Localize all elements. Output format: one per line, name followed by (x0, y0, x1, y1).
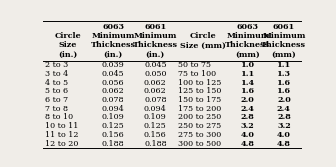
Text: 10 to 11: 10 to 11 (45, 122, 79, 130)
Text: 3.2: 3.2 (241, 122, 255, 130)
Text: 0.045: 0.045 (144, 61, 167, 69)
Text: 1.6: 1.6 (277, 79, 291, 87)
Text: (in.): (in.) (58, 51, 77, 59)
Text: 2.4: 2.4 (277, 105, 291, 113)
Text: 0.045: 0.045 (102, 70, 124, 78)
Text: 2 to 3: 2 to 3 (45, 61, 68, 69)
Text: (in.): (in.) (146, 51, 165, 59)
Text: Minimum: Minimum (134, 32, 177, 40)
Text: 250 to 275: 250 to 275 (178, 122, 221, 130)
Text: Thickness: Thickness (90, 41, 135, 49)
Text: Thickness: Thickness (133, 41, 178, 49)
Text: 3 to 4: 3 to 4 (45, 70, 68, 78)
Text: 11 to 12: 11 to 12 (45, 131, 79, 139)
Text: 0.078: 0.078 (102, 96, 124, 104)
Text: 200 to 250: 200 to 250 (178, 113, 221, 121)
Text: 4 to 5: 4 to 5 (45, 79, 68, 87)
Text: 75 to 100: 75 to 100 (178, 70, 216, 78)
Text: 0.062: 0.062 (144, 79, 167, 87)
Text: 0.062: 0.062 (144, 87, 167, 95)
Text: 300 to 500: 300 to 500 (178, 140, 221, 148)
Text: 50 to 75: 50 to 75 (178, 61, 211, 69)
Text: 0.094: 0.094 (102, 105, 124, 113)
Text: 1.1: 1.1 (277, 61, 291, 69)
Text: Size (mm): Size (mm) (180, 41, 226, 49)
Text: 4.8: 4.8 (241, 140, 255, 148)
Text: (in.): (in.) (103, 51, 123, 59)
Text: Circle: Circle (190, 32, 216, 40)
Text: 6061: 6061 (273, 23, 295, 31)
Text: 0.094: 0.094 (144, 105, 167, 113)
Text: 4.0: 4.0 (241, 131, 255, 139)
Text: 2.0: 2.0 (277, 96, 291, 104)
Text: 0.062: 0.062 (102, 87, 124, 95)
Text: 0.078: 0.078 (144, 96, 167, 104)
Text: 175 to 200: 175 to 200 (178, 105, 221, 113)
Text: 8 to 10: 8 to 10 (45, 113, 73, 121)
Text: 12 to 20: 12 to 20 (45, 140, 79, 148)
Text: 275 to 300: 275 to 300 (178, 131, 221, 139)
Text: 2.4: 2.4 (241, 105, 255, 113)
Text: 4.8: 4.8 (277, 140, 291, 148)
Text: Circle: Circle (54, 32, 81, 40)
Text: 6 to 7: 6 to 7 (45, 96, 68, 104)
Text: 0.050: 0.050 (144, 70, 167, 78)
Text: 100 to 125: 100 to 125 (178, 79, 222, 87)
Text: Thickness: Thickness (225, 41, 270, 49)
Text: 0.109: 0.109 (102, 113, 124, 121)
Text: 0.056: 0.056 (102, 79, 124, 87)
Text: 3.2: 3.2 (277, 122, 291, 130)
Text: 1.0: 1.0 (241, 61, 255, 69)
Text: 1.6: 1.6 (241, 87, 255, 95)
Text: Thickness: Thickness (261, 41, 306, 49)
Text: 4.0: 4.0 (277, 131, 291, 139)
Text: 2.0: 2.0 (241, 96, 255, 104)
Text: 5 to 6: 5 to 6 (45, 87, 68, 95)
Text: 2.8: 2.8 (277, 113, 291, 121)
Text: 0.188: 0.188 (144, 140, 167, 148)
Text: 1.3: 1.3 (277, 70, 291, 78)
Text: 0.188: 0.188 (102, 140, 124, 148)
Text: 125 to 150: 125 to 150 (178, 87, 222, 95)
Text: 2.8: 2.8 (241, 113, 255, 121)
Text: 0.125: 0.125 (102, 122, 124, 130)
Text: 0.156: 0.156 (144, 131, 167, 139)
Text: 0.039: 0.039 (102, 61, 124, 69)
Text: 0.156: 0.156 (102, 131, 124, 139)
Text: Size: Size (58, 41, 77, 49)
Text: 6063: 6063 (102, 23, 124, 31)
Text: Minimum: Minimum (262, 32, 305, 40)
Text: 7 to 8: 7 to 8 (45, 105, 68, 113)
Text: 0.109: 0.109 (144, 113, 167, 121)
Text: 0.125: 0.125 (144, 122, 167, 130)
Text: (mm): (mm) (236, 51, 260, 59)
Text: 6061: 6061 (144, 23, 166, 31)
Text: 1.6: 1.6 (277, 87, 291, 95)
Text: Minimum: Minimum (226, 32, 269, 40)
Text: 6063: 6063 (237, 23, 259, 31)
Text: 1.1: 1.1 (241, 70, 255, 78)
Text: 150 to 175: 150 to 175 (178, 96, 221, 104)
Text: Minimum: Minimum (91, 32, 135, 40)
Text: 1.4: 1.4 (241, 79, 255, 87)
Text: (mm): (mm) (271, 51, 296, 59)
